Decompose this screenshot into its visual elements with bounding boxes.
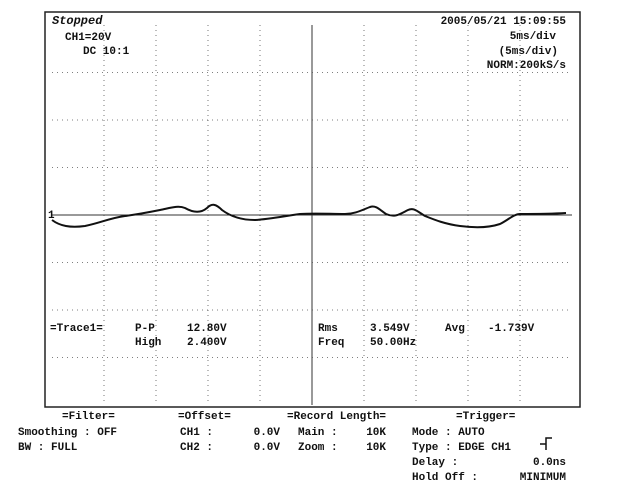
trigger-value: MINIMUM xyxy=(520,472,567,484)
sample-rate: NORM:200kS/s xyxy=(487,60,566,72)
filter-setting: BW : FULL xyxy=(18,442,78,454)
screen-frame xyxy=(44,11,581,408)
measurement-label: P-P xyxy=(135,323,155,335)
measurement-value: 12.80V xyxy=(187,323,227,335)
offset-value: 0.0V xyxy=(254,427,281,439)
offset-label: CH2 : xyxy=(180,442,213,454)
trigger-setting: Mode : AUTO xyxy=(412,427,485,439)
graticule xyxy=(52,25,572,405)
measurement-value: -1.739V xyxy=(488,323,535,335)
measurement-label: Freq xyxy=(318,337,344,349)
timestamp: 2005/05/21 15:09:55 xyxy=(441,16,567,28)
measurement-label: High xyxy=(135,337,161,349)
timebase: (5ms/div) xyxy=(499,46,558,58)
section-title: =Offset= xyxy=(178,411,231,423)
section-title: =Record Length= xyxy=(287,411,386,423)
record-value: 10K xyxy=(366,427,386,439)
record-label: Zoom : xyxy=(298,442,338,454)
offset-label: CH1 : xyxy=(180,427,213,439)
measurement-label: Avg xyxy=(445,323,465,335)
measurement-label: Rms xyxy=(318,323,338,335)
timebase: 5ms/div xyxy=(510,31,557,43)
channel-coupling: DC 10:1 xyxy=(83,46,130,58)
measurement-title: =Trace1= xyxy=(50,323,103,335)
status: Stopped xyxy=(52,14,103,28)
record-value: 10K xyxy=(366,442,386,454)
section-title: =Trigger= xyxy=(456,411,516,423)
offset-value: 0.0V xyxy=(254,442,281,454)
section-title: =Filter= xyxy=(62,411,115,423)
measurement-value: 2.400V xyxy=(187,337,227,349)
trace-marker: 1 xyxy=(48,210,55,222)
trigger-value: 0.0ns xyxy=(533,457,566,469)
filter-setting: Smoothing : OFF xyxy=(18,427,117,439)
record-label: Main : xyxy=(298,427,338,439)
channel-scale: CH1=20V xyxy=(65,32,112,44)
trigger-setting: Hold Off : xyxy=(412,472,478,484)
trigger-setting: Delay : xyxy=(412,457,458,469)
edge-icon xyxy=(540,437,552,450)
trigger-setting: Type : EDGE CH1 xyxy=(412,442,511,454)
measurement-value: 50.00Hz xyxy=(370,337,416,349)
waveform-trace xyxy=(51,203,567,229)
measurement-value: 3.549V xyxy=(370,323,410,335)
